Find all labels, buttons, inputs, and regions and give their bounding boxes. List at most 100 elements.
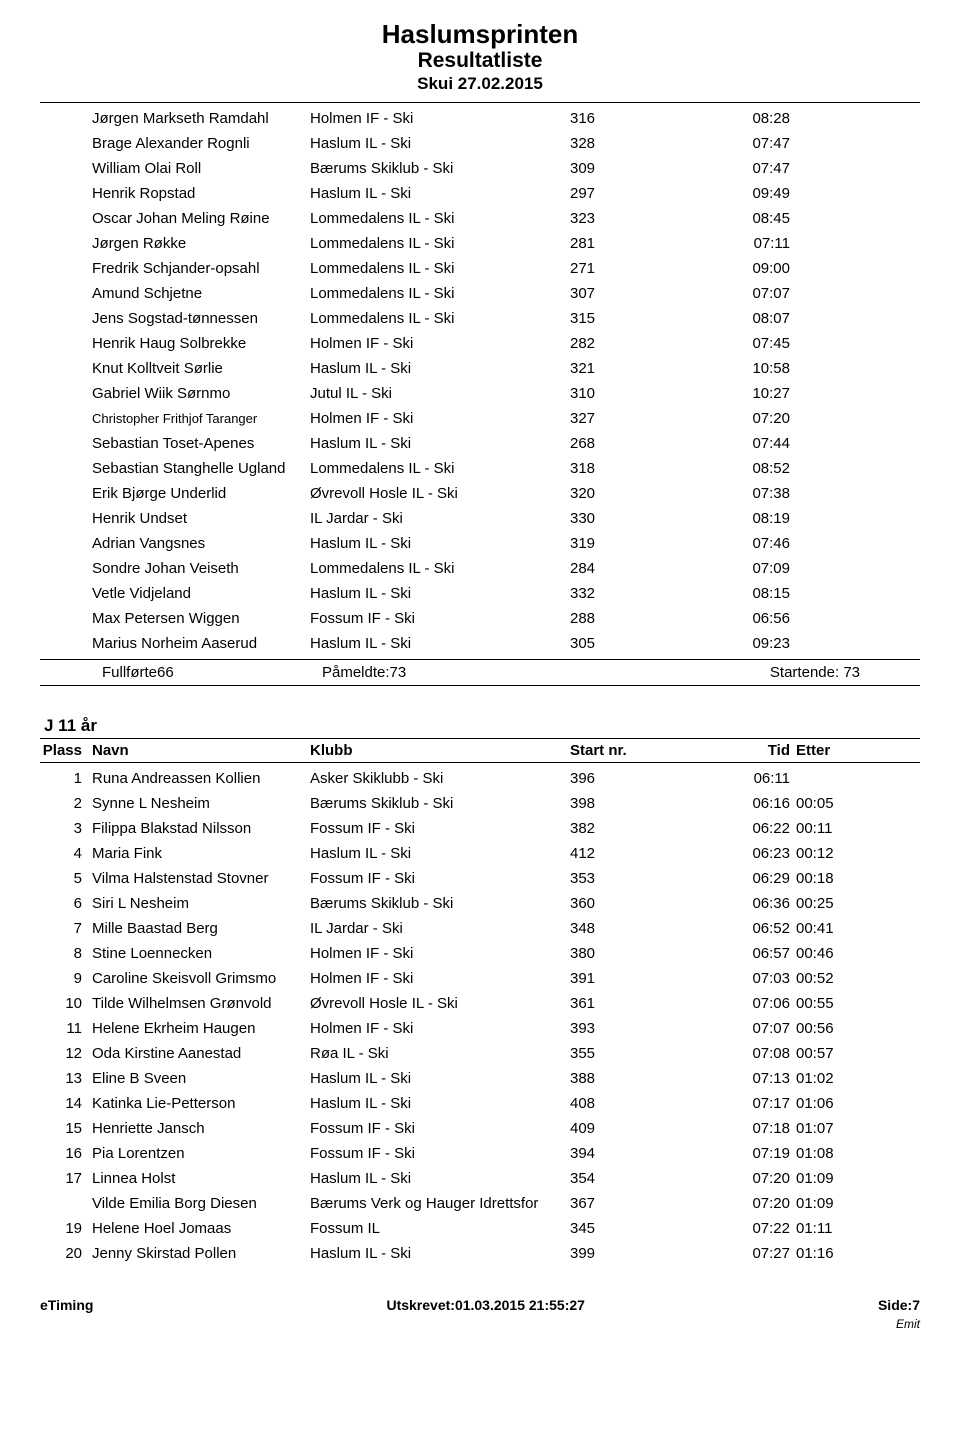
cell-time: 08:19 — [660, 510, 790, 528]
footer-right-value: 7 — [912, 1297, 920, 1313]
cell-name: Erik Bjørge Underlid — [92, 485, 310, 503]
cell-diff: 00:57 — [790, 1045, 850, 1063]
cell-name: Adrian Vangsnes — [92, 535, 310, 553]
cell-diff: 01:09 — [790, 1170, 850, 1188]
result-row: Vetle VidjelandHaslum IL - Ski33208:15 — [40, 582, 920, 607]
cell-rank: 13 — [40, 1070, 92, 1088]
result-row: William Olai RollBærums Skiklub - Ski309… — [40, 157, 920, 182]
cell-time: 07:20 — [660, 410, 790, 428]
cell-name: Christopher Frithjof Taranger — [92, 411, 310, 427]
cell-time: 07:20 — [660, 1170, 790, 1188]
cell-club: Fossum IF - Ski — [310, 820, 570, 838]
cell-club: Lommedalens IL - Ski — [310, 260, 570, 278]
cell-diff: 01:07 — [790, 1120, 850, 1138]
cell-start: 315 — [570, 310, 660, 328]
result-row: Erik Bjørge UnderlidØvrevoll Hosle IL - … — [40, 482, 920, 507]
result-row: 11Helene Ekrheim HaugenHolmen IF - Ski39… — [40, 1017, 920, 1042]
cell-start: 412 — [570, 845, 660, 863]
cell-diff: 01:11 — [790, 1220, 850, 1238]
cell-name: Jørgen Markseth Ramdahl — [92, 110, 310, 128]
category-title: J 11 år — [40, 716, 920, 736]
cell-name: Vilde Emilia Borg Diesen — [92, 1195, 310, 1213]
result-row: Amund SchjetneLommedalens IL - Ski30707:… — [40, 282, 920, 307]
cell-diff: 00:56 — [790, 1020, 850, 1038]
footer-small: Emit — [0, 1317, 960, 1331]
cell-start: 330 — [570, 510, 660, 528]
cell-club: Bærums Skiklub - Ski — [310, 895, 570, 913]
cell-club: IL Jardar - Ski — [310, 510, 570, 528]
cell-diff: 00:25 — [790, 895, 850, 913]
cell-rank: 16 — [40, 1145, 92, 1163]
table-header-row: Plass Navn Klubb Start nr. Tid Etter — [40, 738, 920, 763]
result-row: 1Runa Andreassen KollienAsker Skiklubb -… — [40, 767, 920, 792]
cell-diff: 00:52 — [790, 970, 850, 988]
cell-club: Jutul IL - Ski — [310, 385, 570, 403]
cell-name: Mille Baastad Berg — [92, 920, 310, 938]
cell-name: Stine Loennecken — [92, 945, 310, 963]
cell-start: 360 — [570, 895, 660, 913]
cell-time: 07:47 — [660, 135, 790, 153]
footer-center: Utskrevet:01.03.2015 21:55:27 — [386, 1297, 584, 1313]
footer-right-label: Side: — [878, 1297, 912, 1313]
result-row: 13Eline B SveenHaslum IL - Ski38807:1301… — [40, 1067, 920, 1092]
header-diff: Etter — [790, 742, 850, 759]
header-divider — [40, 102, 920, 103]
cell-start: 353 — [570, 870, 660, 888]
cell-club: Røa IL - Ski — [310, 1045, 570, 1063]
cell-name: Gabriel Wiik Sørnmo — [92, 385, 310, 403]
cell-time: 07:07 — [660, 285, 790, 303]
result-row: 12Oda Kirstine AanestadRøa IL - Ski35507… — [40, 1042, 920, 1067]
cell-time: 07:19 — [660, 1145, 790, 1163]
cell-time: 09:00 — [660, 260, 790, 278]
header-time: Tid — [660, 742, 790, 759]
cell-club: Haslum IL - Ski — [310, 360, 570, 378]
cell-start: 310 — [570, 385, 660, 403]
page-footer: eTiming Utskrevet:01.03.2015 21:55:27 Si… — [0, 1277, 960, 1317]
cell-start: 319 — [570, 535, 660, 553]
cell-name: Jens Sogstad-tønnessen — [92, 310, 310, 328]
cell-start: 399 — [570, 1245, 660, 1263]
cell-rank: 8 — [40, 945, 92, 963]
cell-rank: 15 — [40, 1120, 92, 1138]
result-row: 2Synne L NesheimBærums Skiklub - Ski3980… — [40, 792, 920, 817]
event-date: Skui 27.02.2015 — [40, 74, 920, 94]
cell-rank: 11 — [40, 1020, 92, 1038]
cell-rank: 1 — [40, 770, 92, 788]
cell-time: 07:13 — [660, 1070, 790, 1088]
result-row: Henrik Haug SolbrekkeHolmen IF - Ski2820… — [40, 332, 920, 357]
cell-start: 288 — [570, 610, 660, 628]
cell-name: Henrik Haug Solbrekke — [92, 335, 310, 353]
cell-time: 07:38 — [660, 485, 790, 503]
page-header: Haslumsprinten Resultatliste Skui 27.02.… — [40, 20, 920, 94]
cell-start: 268 — [570, 435, 660, 453]
cell-diff: 01:02 — [790, 1070, 850, 1088]
result-row: Jørgen Markseth RamdahlHolmen IF - Ski31… — [40, 107, 920, 132]
result-row: 9Caroline Skeisvoll GrimsmoHolmen IF - S… — [40, 967, 920, 992]
summary-starting-value: 73 — [843, 664, 860, 681]
cell-club: Holmen IF - Ski — [310, 945, 570, 963]
category-results-block: 1Runa Andreassen KollienAsker Skiklubb -… — [40, 767, 920, 1267]
cell-diff: 00:05 — [790, 795, 850, 813]
cell-time: 06:23 — [660, 845, 790, 863]
result-row: 4Maria FinkHaslum IL - Ski41206:2300:12 — [40, 842, 920, 867]
cell-time: 07:44 — [660, 435, 790, 453]
cell-time: 10:58 — [660, 360, 790, 378]
cell-time: 06:36 — [660, 895, 790, 913]
cell-club: Haslum IL - Ski — [310, 435, 570, 453]
cell-club: Lommedalens IL - Ski — [310, 310, 570, 328]
cell-name: Helene Ekrheim Haugen — [92, 1020, 310, 1038]
cell-rank: 9 — [40, 970, 92, 988]
cell-time: 06:22 — [660, 820, 790, 838]
cell-name: Runa Andreassen Kollien — [92, 770, 310, 788]
cell-start: 396 — [570, 770, 660, 788]
cell-name: Henrik Ropstad — [92, 185, 310, 203]
sub-title: Resultatliste — [40, 49, 920, 72]
result-row: Sebastian Stanghelle UglandLommedalens I… — [40, 457, 920, 482]
cell-rank: 4 — [40, 845, 92, 863]
cell-rank: 17 — [40, 1170, 92, 1188]
cell-name: Jørgen Røkke — [92, 235, 310, 253]
result-row: 16Pia LorentzenFossum IF - Ski39407:1901… — [40, 1142, 920, 1167]
cell-diff: 00:11 — [790, 820, 850, 838]
cell-name: Tilde Wilhelmsen Grønvold — [92, 995, 310, 1013]
cell-club: Lommedalens IL - Ski — [310, 210, 570, 228]
